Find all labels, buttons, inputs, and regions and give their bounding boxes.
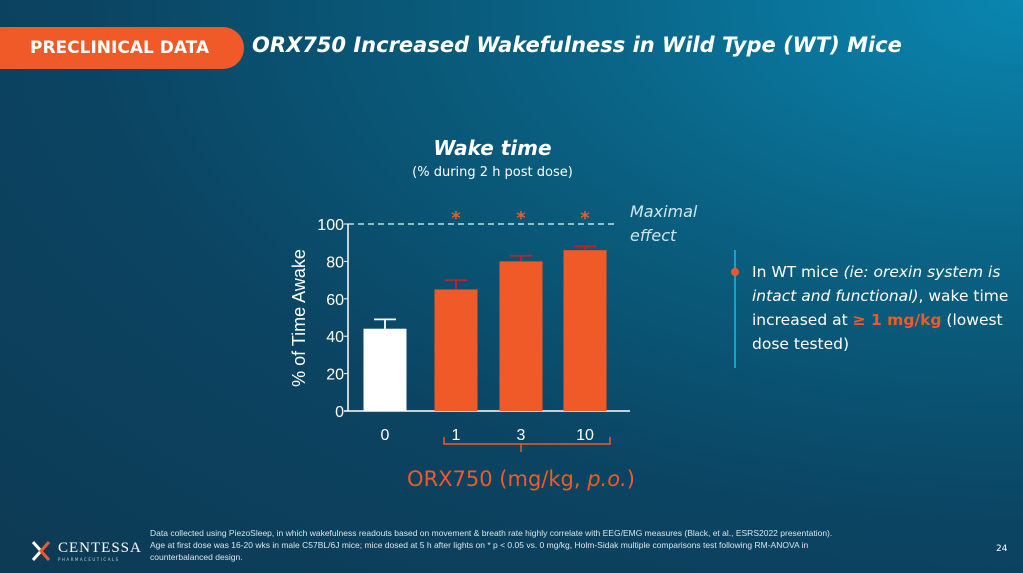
x-axis-label: ORX750 (mg/kg, p.o.)	[407, 467, 635, 491]
x-tick-label: 0	[381, 427, 390, 444]
y-tick-label: 60	[326, 292, 344, 309]
error-bar	[445, 279, 467, 290]
error-bar	[374, 318, 396, 329]
footnote: Data collected using PiezoSleep, in whic…	[150, 528, 833, 562]
bar	[434, 289, 478, 411]
section-tag: PRECLINICAL DATA	[0, 27, 244, 69]
error-bar	[574, 245, 596, 251]
chart-subtitle: (% during 2 h post dose)	[412, 165, 573, 180]
y-tick-label: 0	[335, 404, 344, 421]
bullet-text: In WT mice (ie: orexin system is intact …	[752, 263, 1009, 353]
chart-title: Wake time	[433, 136, 552, 160]
slide-title: ORX750 Increased Wakefulness in Wild Typ…	[252, 33, 902, 57]
label-line2: effect	[630, 226, 677, 245]
significance-asterisk: *	[580, 208, 590, 229]
centessa-logo: CENTESSA PHARMACEUTICALS	[30, 540, 142, 562]
y-tick-label: 20	[326, 367, 344, 384]
maximal-effect-label: Maximal effect	[630, 200, 697, 248]
bullet-divider	[734, 250, 736, 368]
y-tick-label: 100	[317, 217, 344, 234]
bar	[563, 250, 607, 411]
y-axis-label: % of Time Awake	[289, 249, 309, 387]
significance-asterisk: *	[516, 208, 526, 229]
y-tick-label: 80	[326, 254, 344, 271]
error-bar	[510, 254, 532, 262]
bullet-dot-icon	[731, 268, 739, 276]
dose-bracket	[443, 437, 611, 452]
significance-asterisk: *	[451, 208, 461, 229]
logo-text: CENTESSA	[58, 540, 142, 556]
logo-subtext: PHARMACEUTICALS	[58, 557, 120, 562]
bar	[363, 328, 407, 411]
x-tick-label: 10	[576, 427, 594, 444]
bar	[499, 261, 543, 411]
page-number: 24	[996, 544, 1008, 554]
x-tick-label: 1	[452, 427, 461, 444]
y-tick-label: 40	[326, 329, 344, 346]
centessa-x-icon	[31, 541, 51, 561]
x-tick-label: 3	[517, 427, 526, 444]
label-line1: Maximal	[630, 202, 698, 221]
